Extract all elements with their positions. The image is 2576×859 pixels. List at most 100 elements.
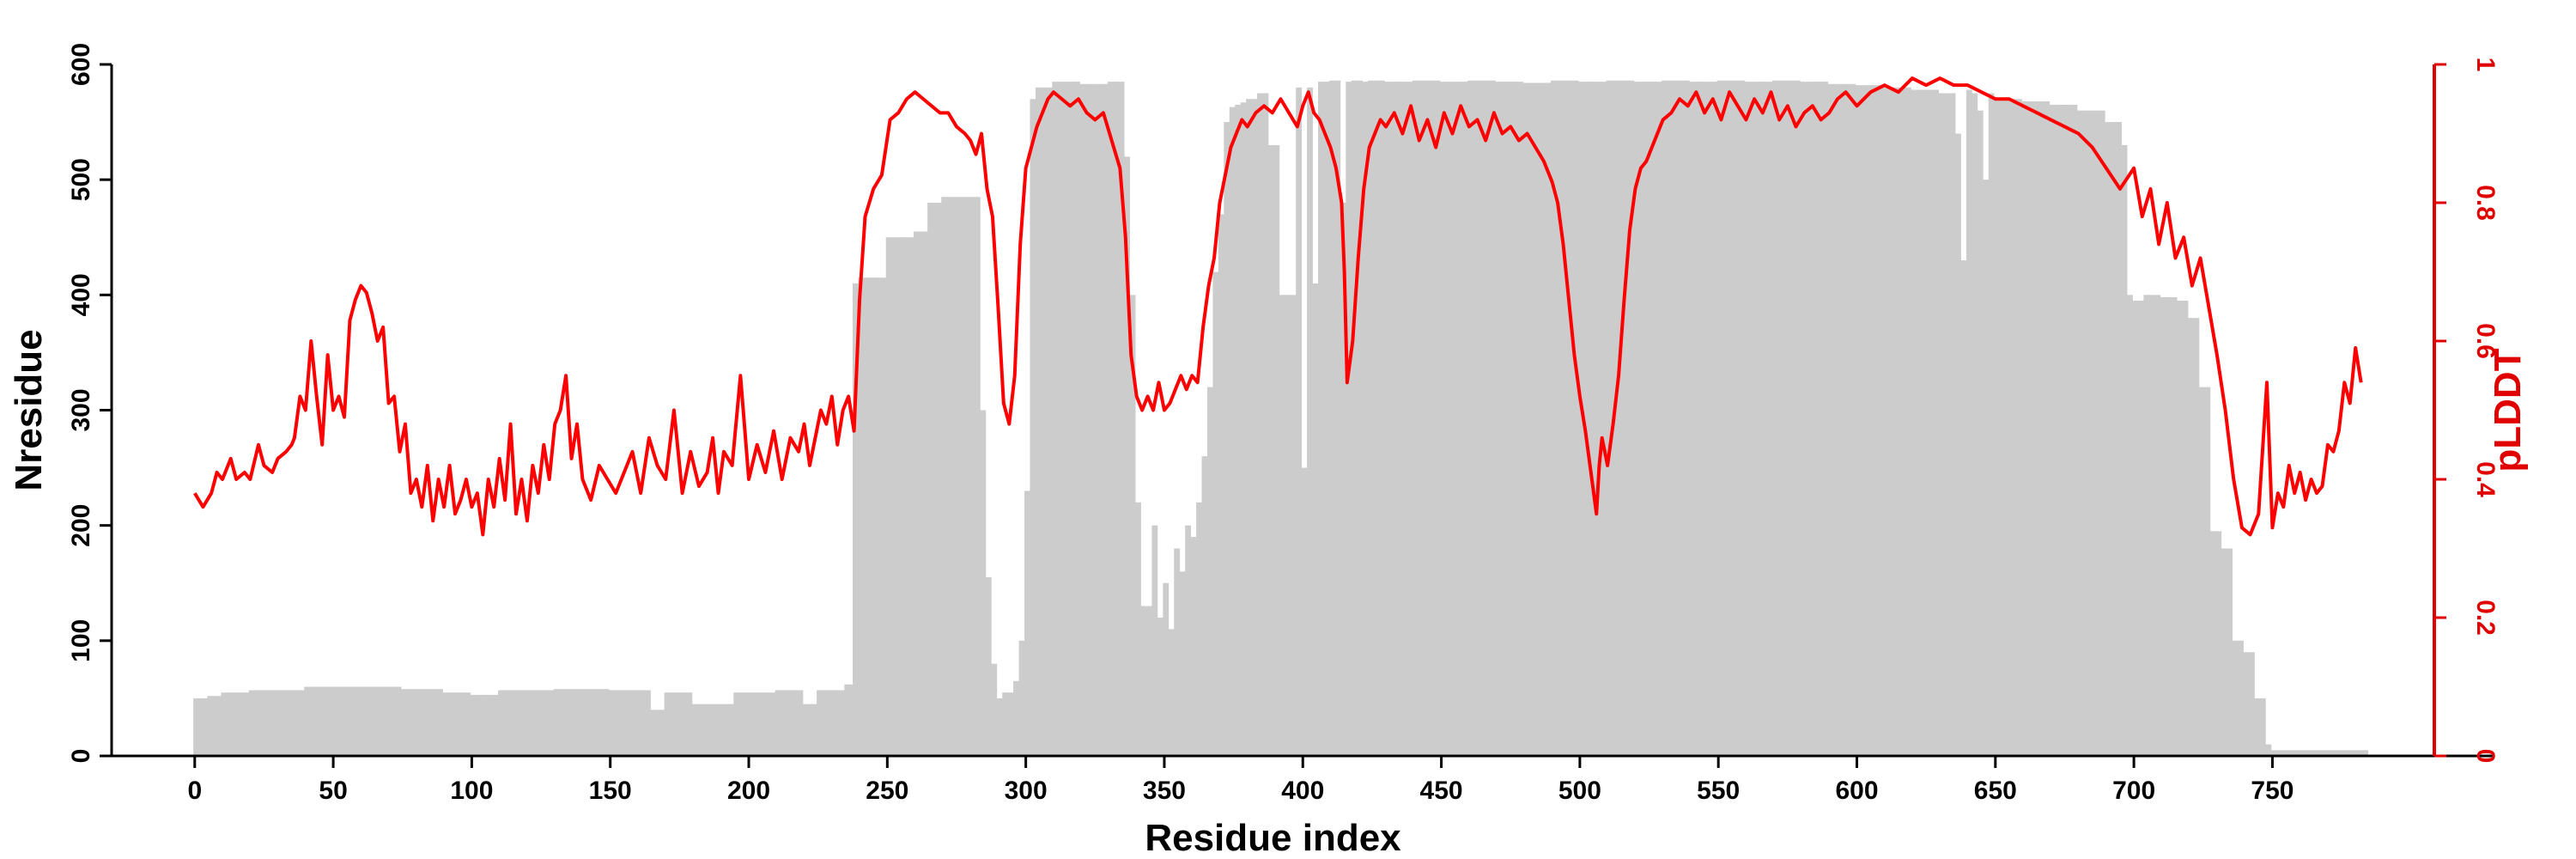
nresidue-bar bbox=[899, 237, 903, 756]
nresidue-bar bbox=[223, 692, 228, 756]
nresidue-bar bbox=[2071, 104, 2075, 756]
nresidue-bar bbox=[1515, 82, 1518, 757]
nresidue-bar bbox=[2243, 652, 2247, 756]
nresidue-bar bbox=[1952, 93, 1956, 757]
nresidue-bar bbox=[1027, 490, 1030, 756]
nresidue-bar bbox=[465, 692, 468, 756]
nresidue-bar bbox=[1273, 144, 1278, 757]
nresidue-bar bbox=[921, 231, 926, 756]
nresidue-bar bbox=[1096, 83, 1100, 756]
nresidue-bar bbox=[1030, 99, 1034, 756]
nresidue-bar bbox=[1753, 82, 1757, 757]
nresidue-bar bbox=[1400, 82, 1405, 757]
nresidue-bar bbox=[1883, 87, 1886, 756]
nresidue-bar bbox=[368, 686, 372, 756]
nresidue-bar bbox=[1509, 82, 1513, 757]
nresidue-bar bbox=[2276, 750, 2280, 756]
nresidue-bar bbox=[645, 690, 648, 756]
nresidue-bar bbox=[982, 410, 987, 756]
nresidue-bar bbox=[716, 704, 720, 757]
nresidue-bar bbox=[257, 690, 261, 756]
nresidue-bar bbox=[1506, 82, 1510, 757]
nresidue-bar bbox=[578, 689, 582, 756]
nresidue-bar bbox=[1852, 83, 1856, 756]
nresidue-bar bbox=[636, 690, 640, 756]
nresidue-bar bbox=[1282, 295, 1285, 757]
nresidue-bar bbox=[1990, 93, 1995, 757]
nresidue-bar bbox=[630, 690, 635, 756]
nresidue-bar bbox=[2342, 750, 2347, 756]
nresidue-bar bbox=[401, 689, 404, 756]
nresidue-bar bbox=[1041, 87, 1045, 756]
nresidue-bar bbox=[207, 696, 210, 756]
nresidue-bar bbox=[2234, 640, 2239, 756]
nresidue-bar bbox=[1958, 133, 1961, 756]
nresidue-bar bbox=[315, 686, 319, 756]
nresidue-bar bbox=[1459, 82, 1463, 757]
nresidue-bar bbox=[844, 684, 848, 756]
nresidue-bar bbox=[1969, 89, 1972, 756]
nresidue-bar bbox=[1672, 80, 1676, 756]
nresidue-bar bbox=[2002, 99, 2006, 756]
nresidue-bar bbox=[1032, 99, 1036, 756]
nresidue-bar bbox=[1716, 80, 1721, 756]
right-y-tick-label: 0 bbox=[2471, 749, 2500, 764]
nresidue-bar bbox=[1016, 680, 1019, 756]
nresidue-bar bbox=[589, 689, 593, 756]
nresidue-bar bbox=[2365, 750, 2369, 756]
nresidue-bar bbox=[487, 694, 490, 756]
nresidue-bar bbox=[1637, 82, 1640, 757]
nresidue-bar bbox=[1271, 144, 1274, 757]
nresidue-bar bbox=[2019, 99, 2022, 756]
nresidue-bar bbox=[1703, 82, 1707, 757]
nresidue-bar bbox=[902, 237, 906, 756]
x-tick-label: 100 bbox=[450, 777, 493, 805]
nresidue-bar bbox=[564, 689, 568, 756]
nresidue-bar bbox=[1614, 80, 1618, 756]
nresidue-bar bbox=[1601, 82, 1604, 757]
nresidue-bar bbox=[1800, 82, 1803, 757]
x-tick-label: 450 bbox=[1420, 777, 1463, 805]
nresidue-bar bbox=[1005, 692, 1009, 756]
nresidue-bar bbox=[1794, 80, 1798, 756]
nresidue-bar bbox=[2290, 750, 2294, 756]
nresidue-bar bbox=[398, 686, 402, 756]
nresidue-bar bbox=[2362, 750, 2366, 756]
nresidue-bar bbox=[2146, 295, 2150, 757]
nresidue-bar bbox=[437, 689, 440, 756]
nresidue-bar bbox=[1985, 180, 1990, 757]
nresidue-bar bbox=[1844, 83, 1848, 756]
nresidue-bar bbox=[963, 197, 967, 757]
nresidue-bar bbox=[813, 704, 817, 757]
nresidue-bar bbox=[1420, 80, 1425, 756]
nresidue-bar bbox=[1179, 571, 1183, 756]
nresidue-bar bbox=[2076, 110, 2081, 757]
nresidue-bar bbox=[559, 689, 562, 756]
nresidue-bar bbox=[569, 689, 574, 756]
nresidue-bar bbox=[763, 692, 768, 756]
nresidue-bar bbox=[1894, 87, 1898, 756]
nresidue-bar bbox=[2051, 104, 2056, 756]
nresidue-bar bbox=[830, 690, 834, 756]
nresidue-bar bbox=[1755, 82, 1759, 757]
nresidue-bar bbox=[977, 197, 981, 757]
nresidue-bar bbox=[2232, 640, 2236, 756]
nresidue-bar bbox=[2354, 750, 2358, 756]
nresidue-bar bbox=[1761, 82, 1765, 757]
nresidue-bar bbox=[2129, 295, 2133, 757]
nresidue-bar bbox=[1204, 456, 1208, 756]
right-y-axis-title: pLDDT bbox=[2487, 348, 2529, 472]
nresidue-bar bbox=[1052, 82, 1055, 757]
nresidue-bar bbox=[1312, 283, 1316, 756]
x-tick-label: 400 bbox=[1281, 777, 1324, 805]
nresidue-bar bbox=[2299, 750, 2302, 756]
nresidue-bar bbox=[1492, 80, 1496, 756]
nresidue-bar bbox=[1827, 83, 1832, 756]
nresidue-bar bbox=[1467, 80, 1471, 756]
nresidue-bar bbox=[248, 690, 252, 756]
nresidue-bar bbox=[2238, 640, 2241, 756]
nresidue-bar bbox=[1298, 87, 1303, 756]
nresidue-bar bbox=[949, 197, 953, 757]
nresidue-bar bbox=[1542, 82, 1546, 757]
nresidue-bar bbox=[273, 690, 277, 756]
